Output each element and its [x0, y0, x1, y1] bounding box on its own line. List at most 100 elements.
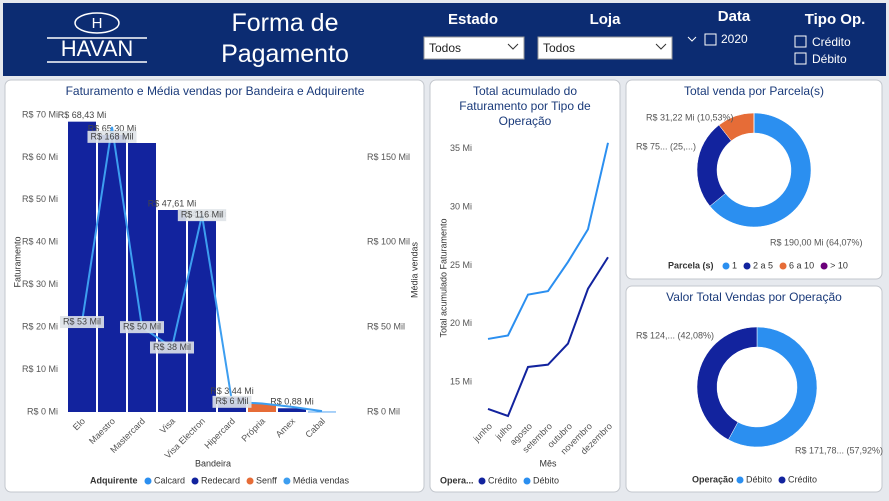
- label-box: [177, 209, 227, 222]
- y2-tick-label: R$ 50 Mil: [367, 322, 405, 332]
- legend-swatch: [820, 262, 828, 270]
- bar: [308, 411, 336, 413]
- bar-label: R$ 68,43 Mi: [58, 110, 107, 120]
- filter-label: Tipo Op.: [805, 11, 866, 28]
- dropdown-value[interactable]: Todos: [429, 41, 461, 55]
- dropdown-value[interactable]: Todos: [543, 41, 575, 55]
- x-axis-title: Bandeira: [195, 458, 231, 468]
- panel: [429, 79, 621, 493]
- legend-swatch: [191, 477, 199, 485]
- checkbox[interactable]: [794, 35, 807, 48]
- legend-label: 6 a 10: [789, 260, 814, 270]
- line-label: R$ 116 Mil: [181, 210, 223, 220]
- legend-label: Média vendas: [293, 475, 350, 485]
- y-tick-label: R$ 70 Mi: [22, 109, 58, 119]
- dropdown[interactable]: [537, 36, 673, 60]
- y2-tick-label: R$ 100 Mil: [367, 237, 410, 247]
- slice-label: R$ 190,00 Mi (64,07%): [770, 237, 863, 247]
- slice-label: R$ 75... (25,...): [636, 141, 696, 151]
- slice: [709, 112, 812, 228]
- legend-label: Crédito: [788, 474, 817, 484]
- legend-title: Adquirente: [90, 475, 138, 485]
- line-label: R$ 6 Mil: [215, 396, 248, 406]
- legend-label: Débito: [746, 474, 772, 484]
- y-tick-label: R$ 50 Mi: [22, 194, 58, 204]
- label-box: [87, 130, 137, 143]
- legend-label: Calcard: [154, 475, 185, 485]
- legend-label: Redecard: [201, 475, 240, 485]
- chevron[interactable]: [507, 43, 519, 50]
- slice-label: R$ 124,... (42,08%): [636, 330, 714, 340]
- label-box: [119, 321, 165, 334]
- y-tick-label: R$ 0 Mi: [27, 406, 58, 416]
- legend-swatch: [283, 477, 291, 485]
- filter-label: Data: [718, 8, 751, 25]
- checkbox-label[interactable]: Crédito: [812, 35, 851, 49]
- legend-swatch: [743, 262, 751, 270]
- legend-title: Operação: [692, 474, 734, 484]
- checkbox[interactable]: [794, 52, 807, 65]
- bar: [158, 209, 186, 412]
- chart-title: Total acumulado do Faturamento por Tipo …: [459, 84, 591, 128]
- slice-label: R$ 31,22 Mi (10,53%): [646, 112, 734, 122]
- legend-label: 1: [732, 260, 737, 270]
- bar: [188, 220, 216, 412]
- chart-title: Faturamento e Média vendas por Bandeira …: [65, 84, 365, 98]
- bar-label: R$ 0,88 Mi: [270, 397, 314, 407]
- chart-title: Valor Total Vendas por Operação: [666, 290, 842, 304]
- y-tick-label: R$ 40 Mi: [22, 237, 58, 247]
- bar-label: R$ 47,61 Mi: [148, 198, 197, 208]
- legend-swatch: [778, 476, 786, 484]
- y-tick-label: R$ 20 Mi: [22, 322, 58, 332]
- y-tick-label: R$ 10 Mi: [22, 364, 58, 374]
- y-tick-label: 15 Mi: [450, 377, 472, 387]
- slice-label: R$ 171,78... (57,92%): [795, 445, 883, 455]
- y2-axis-title: Média vendas: [409, 241, 419, 298]
- y2-tick-label: R$ 150 Mil: [367, 152, 410, 162]
- y-tick-label: 35 Mi: [450, 143, 472, 153]
- panel: [625, 79, 883, 280]
- legend-swatch: [722, 262, 730, 270]
- y2-tick-label: R$ 0 Mil: [367, 406, 400, 416]
- filter-label: Loja: [590, 11, 621, 28]
- label-box: [59, 316, 105, 329]
- bar: [98, 134, 126, 413]
- line-label: R$ 50 Mil: [123, 322, 161, 332]
- logo-oval: [74, 12, 120, 34]
- y-tick-label: 30 Mi: [450, 201, 472, 211]
- slice: [696, 326, 758, 441]
- line-label: R$ 38 Mil: [153, 342, 191, 352]
- bar-label: R$ 3,44 Mi: [210, 386, 254, 396]
- filter-label: Estado: [448, 11, 498, 28]
- bar: [278, 408, 306, 412]
- chart-title: Total venda por Parcela(s): [683, 84, 825, 98]
- bar: [68, 121, 96, 412]
- x-axis-title: Mês: [539, 458, 557, 468]
- panel: [625, 285, 883, 493]
- bar: [248, 403, 276, 412]
- legend-label: Senff: [256, 475, 277, 485]
- legend-label: Crédito: [488, 475, 517, 485]
- chevron[interactable]: [655, 43, 667, 50]
- expand[interactable]: [687, 36, 697, 42]
- y-tick-label: R$ 60 Mi: [22, 152, 58, 162]
- checkbox-label[interactable]: Débito: [812, 52, 847, 66]
- legend-swatch: [246, 477, 254, 485]
- line-label: R$ 168 Mil: [90, 131, 133, 141]
- line-label: R$ 53 Mil: [63, 316, 101, 326]
- logo-text: HAVAN: [61, 36, 134, 61]
- legend-swatch: [779, 262, 787, 270]
- bar: [128, 143, 156, 412]
- legend-label: 2 a 5: [753, 260, 773, 270]
- checkbox-label[interactable]: 2020: [721, 32, 748, 46]
- legend-swatch: [523, 477, 531, 485]
- y-tick-label: 25 Mi: [450, 260, 472, 270]
- legend-label: > 10: [830, 260, 848, 270]
- label-box: [149, 341, 195, 354]
- y-tick-label: R$ 30 Mi: [22, 279, 58, 289]
- line: [487, 256, 609, 418]
- dropdown[interactable]: [423, 36, 525, 60]
- checkbox[interactable]: [704, 33, 717, 46]
